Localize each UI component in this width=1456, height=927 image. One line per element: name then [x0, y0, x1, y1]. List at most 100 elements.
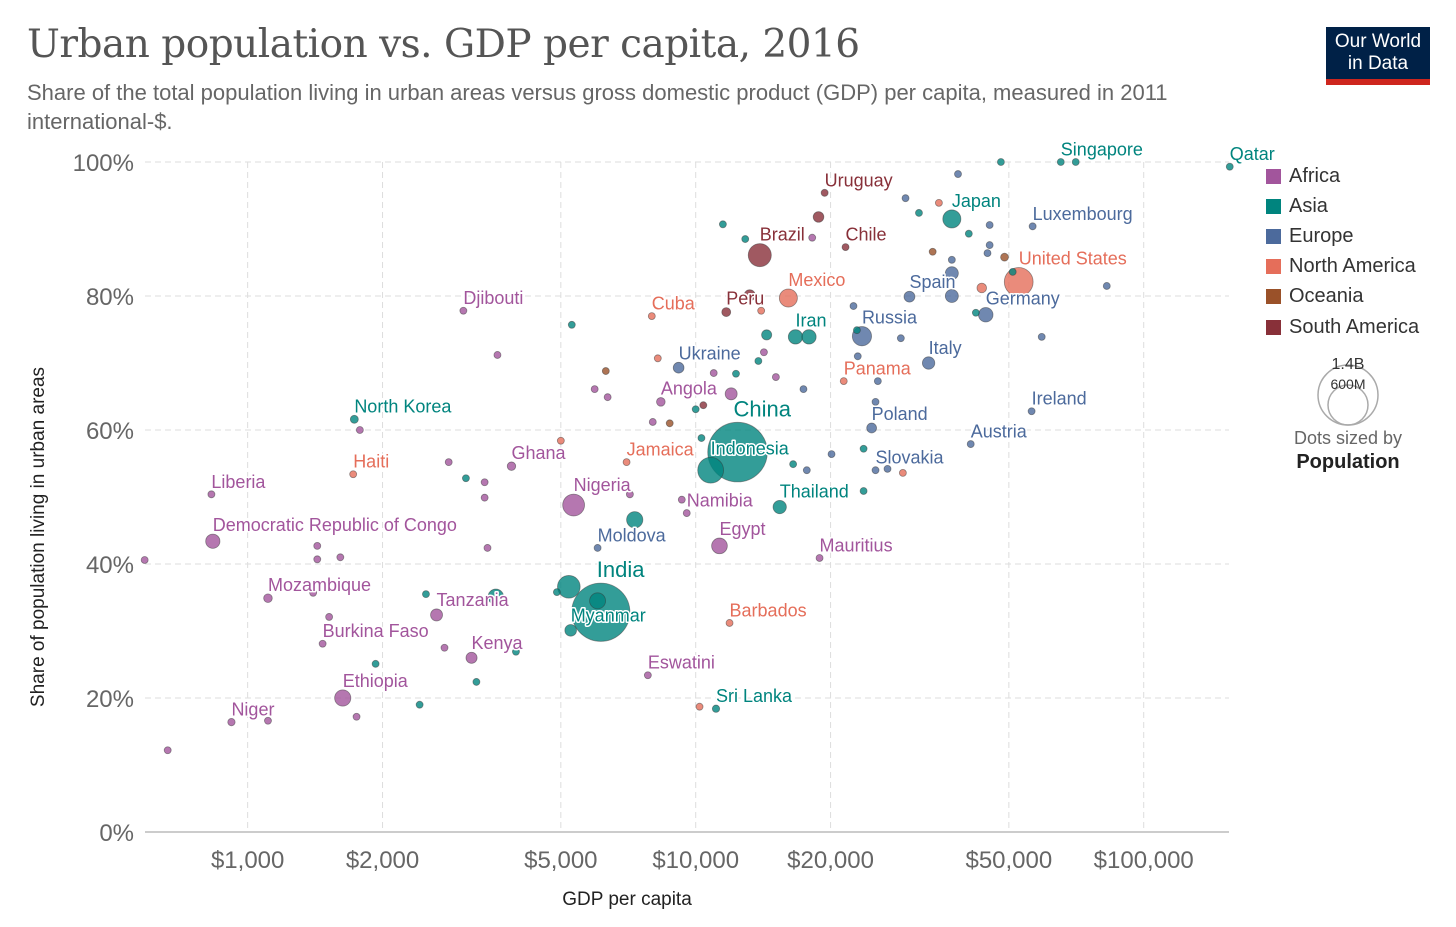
data-point[interactable] [643, 671, 652, 680]
data-point[interactable] [928, 247, 937, 256]
data-point[interactable] [205, 533, 221, 549]
data-point[interactable] [724, 387, 738, 401]
data-point[interactable] [754, 357, 763, 365]
data-point[interactable] [264, 716, 272, 725]
data-point[interactable] [721, 307, 732, 317]
data-point[interactable] [695, 702, 704, 711]
data-point[interactable] [711, 537, 728, 555]
data-point[interactable] [571, 582, 631, 642]
data-point[interactable] [352, 712, 361, 721]
data-point[interactable] [778, 288, 798, 308]
data-point[interactable] [647, 312, 656, 321]
data-point[interactable] [480, 493, 489, 502]
data-point[interactable] [709, 369, 718, 377]
data-point[interactable] [789, 460, 798, 469]
data-point[interactable] [983, 249, 992, 258]
data-point[interactable] [163, 746, 172, 755]
data-point[interactable] [355, 426, 364, 434]
data-point[interactable] [697, 456, 724, 484]
data-point[interactable] [985, 221, 994, 229]
data-point[interactable] [859, 444, 868, 453]
data-point[interactable] [334, 689, 352, 707]
data-point[interactable] [853, 326, 861, 335]
data-point[interactable] [964, 229, 973, 238]
data-point[interactable] [567, 320, 576, 329]
data-point[interactable] [971, 308, 980, 317]
data-point[interactable] [711, 704, 721, 713]
data-point[interactable] [747, 243, 772, 268]
data-point[interactable] [801, 329, 817, 345]
data-point[interactable] [903, 290, 916, 303]
legend-item-oceania[interactable]: Oceania [1266, 282, 1419, 312]
data-point[interactable] [313, 555, 322, 564]
legend-item-europe[interactable]: Europe [1266, 221, 1419, 251]
data-point[interactable] [966, 440, 975, 448]
data-point[interactable] [493, 351, 502, 359]
data-point[interactable] [787, 329, 804, 345]
data-point[interactable] [593, 544, 602, 552]
data-point[interactable] [799, 385, 808, 394]
data-point[interactable] [512, 647, 520, 656]
data-point[interactable] [741, 235, 750, 243]
data-point[interactable] [812, 211, 825, 223]
data-point[interactable] [839, 377, 848, 385]
data-point[interactable] [263, 593, 273, 603]
data-point[interactable] [699, 401, 708, 410]
data-point[interactable] [841, 243, 850, 251]
data-point[interactable] [487, 588, 504, 606]
data-point[interactable] [820, 188, 829, 197]
data-point[interactable] [771, 373, 780, 381]
data-point[interactable] [653, 354, 662, 363]
data-point[interactable] [725, 619, 734, 627]
data-point[interactable] [697, 434, 706, 442]
data-point[interactable] [883, 464, 892, 473]
data-point[interactable] [976, 282, 987, 294]
data-point[interactable] [1028, 222, 1037, 231]
data-point[interactable] [472, 678, 481, 686]
data-point[interactable] [336, 553, 345, 562]
data-point[interactable] [648, 418, 657, 426]
data-point[interactable] [802, 466, 811, 475]
data-point[interactable] [557, 575, 581, 599]
data-point[interactable] [1027, 407, 1036, 416]
data-point[interactable] [1008, 267, 1017, 276]
data-point[interactable] [465, 651, 478, 664]
data-point[interactable] [896, 334, 905, 343]
data-point[interactable] [997, 158, 1005, 166]
data-point[interactable] [440, 643, 449, 652]
data-point[interactable] [691, 405, 700, 414]
data-point[interactable] [625, 490, 634, 499]
data-point[interactable] [921, 356, 936, 370]
legend-item-africa[interactable]: Africa [1266, 161, 1419, 191]
data-point[interactable] [415, 700, 424, 709]
data-point[interactable] [590, 385, 599, 394]
data-point[interactable] [898, 468, 907, 477]
data-point[interactable] [483, 544, 492, 552]
data-point[interactable] [760, 348, 768, 357]
data-point[interactable] [677, 495, 686, 504]
data-point[interactable] [1071, 158, 1080, 166]
data-point[interactable] [873, 377, 882, 385]
data-point[interactable] [985, 241, 994, 249]
data-point[interactable] [444, 458, 453, 467]
data-point[interactable] [422, 590, 430, 599]
data-point[interactable] [942, 209, 962, 229]
data-point[interactable] [601, 367, 610, 375]
data-point[interactable] [1000, 252, 1009, 262]
data-point[interactable] [589, 592, 607, 610]
data-point[interactable] [859, 487, 868, 495]
data-point[interactable] [934, 198, 943, 207]
data-point[interactable] [682, 509, 691, 517]
data-point[interactable] [1037, 332, 1046, 341]
data-point[interactable] [672, 361, 685, 374]
data-point[interactable] [944, 266, 959, 281]
data-point[interactable] [656, 397, 666, 407]
data-point[interactable] [718, 220, 727, 229]
data-point[interactable] [462, 474, 470, 483]
data-point[interactable] [318, 639, 327, 648]
data-point[interactable] [808, 233, 817, 242]
data-point[interactable] [480, 478, 489, 487]
data-point[interactable] [430, 608, 443, 622]
data-point[interactable] [901, 194, 910, 203]
data-point[interactable] [325, 613, 334, 621]
